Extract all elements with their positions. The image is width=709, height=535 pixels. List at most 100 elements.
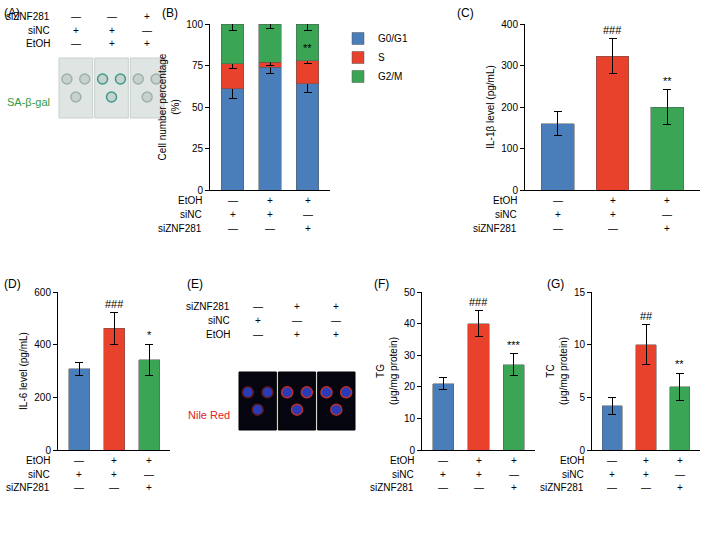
svg-text:75: 75 [192,60,204,71]
svg-text:***: *** [507,339,521,351]
svg-text:*: * [147,329,152,341]
svg-text:+: + [230,209,236,220]
svg-text:(D): (D) [4,277,21,291]
svg-text:+: + [555,209,561,220]
svg-text:20: 20 [404,381,416,392]
svg-text:+: + [294,301,300,312]
svg-text:—: — [662,209,672,220]
svg-text:+: + [643,469,649,480]
svg-text:siNC: siNC [562,469,584,480]
svg-text:25: 25 [192,143,204,154]
svg-text:0: 0 [197,185,203,196]
svg-text:—: — [292,315,302,326]
svg-text:300: 300 [501,60,518,71]
svg-text:**: ** [663,75,672,87]
svg-text:siNC: siNC [28,469,50,480]
svg-text:—: — [438,455,448,466]
svg-text:siZNF281: siZNF281 [158,223,202,234]
svg-text:IL-1β level (pg/mL): IL-1β level (pg/mL) [485,65,496,149]
svg-text:+: + [146,455,152,466]
svg-text:###: ### [105,298,124,310]
svg-text:40: 40 [404,318,416,329]
svg-text:+: + [677,455,683,466]
svg-text:+: + [511,482,517,493]
svg-text:—: — [608,223,618,234]
svg-text:Cell number percentage(%): Cell number percentage(%) [157,53,181,160]
svg-text:+: + [144,11,150,22]
svg-text:400: 400 [34,339,51,350]
svg-text:50: 50 [192,102,204,113]
svg-text:+: + [664,195,670,206]
svg-text:600: 600 [34,287,51,298]
svg-text:—: — [228,223,238,234]
svg-text:IL-6 level (pg/mL): IL-6 level (pg/mL) [18,332,29,410]
svg-text:TG(μg/mg protein): TG(μg/mg protein) [375,337,399,405]
svg-text:0: 0 [45,445,51,456]
svg-text:**: ** [675,358,684,370]
svg-text:+: + [109,38,115,49]
svg-text:—: — [607,482,617,493]
svg-text:—: — [74,482,84,493]
svg-text:—: — [74,455,84,466]
svg-text:400: 400 [501,19,518,30]
svg-text:siZNF281: siZNF281 [370,482,414,493]
svg-text:+: + [664,223,670,234]
svg-text:siZNF281: siZNF281 [540,482,584,493]
svg-text:(B): (B) [162,6,178,20]
svg-text:+: + [109,25,115,36]
svg-text:+: + [111,469,117,480]
svg-text:(G): (G) [547,277,564,291]
svg-text:—: — [107,11,117,22]
svg-text:siNC: siNC [28,25,50,36]
svg-text:15: 15 [574,287,586,298]
svg-text:+: + [111,455,117,466]
svg-text:EtOH: EtOH [390,455,414,466]
svg-text:—: — [553,223,563,234]
svg-text:###: ### [469,296,488,308]
svg-text:siZNF281: siZNF281 [6,482,50,493]
svg-text:100: 100 [186,19,203,30]
svg-text:—: — [109,482,119,493]
svg-text:(A): (A) [4,6,20,20]
svg-text:siZNF281: siZNF281 [473,223,517,234]
svg-text:Nile Red: Nile Red [188,409,230,421]
svg-text:+: + [144,38,150,49]
svg-text:EtOH: EtOH [560,455,584,466]
svg-text:10: 10 [574,339,586,350]
svg-text:###: ### [603,24,622,36]
svg-text:+: + [294,329,300,340]
svg-text:G2/M: G2/M [378,71,402,82]
svg-text:—: — [71,11,81,22]
svg-text:EtOH: EtOH [26,455,50,466]
svg-text:EtOH: EtOH [26,38,50,49]
svg-text:+: + [333,301,339,312]
svg-text:+: + [267,209,273,220]
svg-text:10: 10 [404,413,416,424]
svg-text:(E): (E) [187,277,203,291]
svg-text:—: — [71,38,81,49]
svg-text:—: — [142,25,152,36]
svg-text:—: — [438,482,448,493]
svg-text:+: + [440,469,446,480]
svg-text:siZNF281: siZNF281 [6,11,50,22]
svg-text:—: — [675,469,685,480]
svg-text:—: — [607,455,617,466]
svg-text:0: 0 [512,185,518,196]
svg-text:siZNF281: siZNF281 [186,301,230,312]
svg-text:+: + [677,482,683,493]
svg-text:siNC: siNC [208,315,230,326]
svg-text:—: — [228,195,238,206]
svg-text:EtOH: EtOH [206,329,230,340]
svg-text:0: 0 [579,445,585,456]
svg-text:(F): (F) [374,277,389,291]
svg-text:+: + [305,223,311,234]
svg-text:—: — [641,482,651,493]
svg-text:—: — [265,223,275,234]
svg-text:30: 30 [404,350,416,361]
svg-text:EtOH: EtOH [493,195,517,206]
svg-text:##: ## [640,310,653,322]
svg-text:**: ** [303,42,312,54]
svg-text:—: — [303,209,313,220]
svg-text:+: + [267,195,273,206]
svg-text:TC(μg/mg protein): TC(μg/mg protein) [545,337,569,405]
